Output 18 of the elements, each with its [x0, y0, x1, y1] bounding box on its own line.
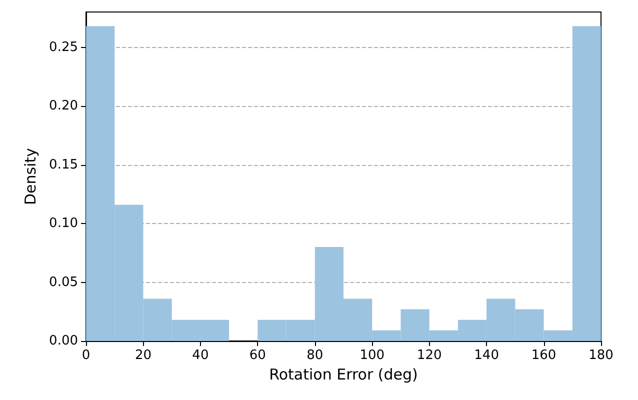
y-tick-label: 0.10 [49, 216, 78, 231]
y-axis-title: Density [22, 148, 40, 206]
y-tick-label: 0.00 [49, 334, 78, 348]
x-tick-label: 120 [416, 348, 442, 363]
x-tick-label: 80 [306, 348, 324, 363]
y-tick-label: 0.20 [49, 98, 78, 114]
y-tick-label: 0.05 [49, 274, 78, 290]
x-axis-title: Rotation Error (deg) [269, 366, 418, 384]
x-tick-label: 160 [531, 348, 556, 363]
x-tick-label: 140 [474, 348, 499, 363]
x-tick-label: 60 [249, 348, 266, 363]
x-tick-label: 180 [588, 348, 614, 363]
y-tick-label: 0.25 [49, 40, 78, 55]
x-tick-label: 20 [134, 348, 152, 363]
x-tick-label: 0 [82, 348, 90, 363]
x-tick-label: 40 [192, 348, 209, 363]
x-tick-label: 100 [360, 348, 385, 363]
y-tick-label: 0.15 [49, 157, 78, 172]
